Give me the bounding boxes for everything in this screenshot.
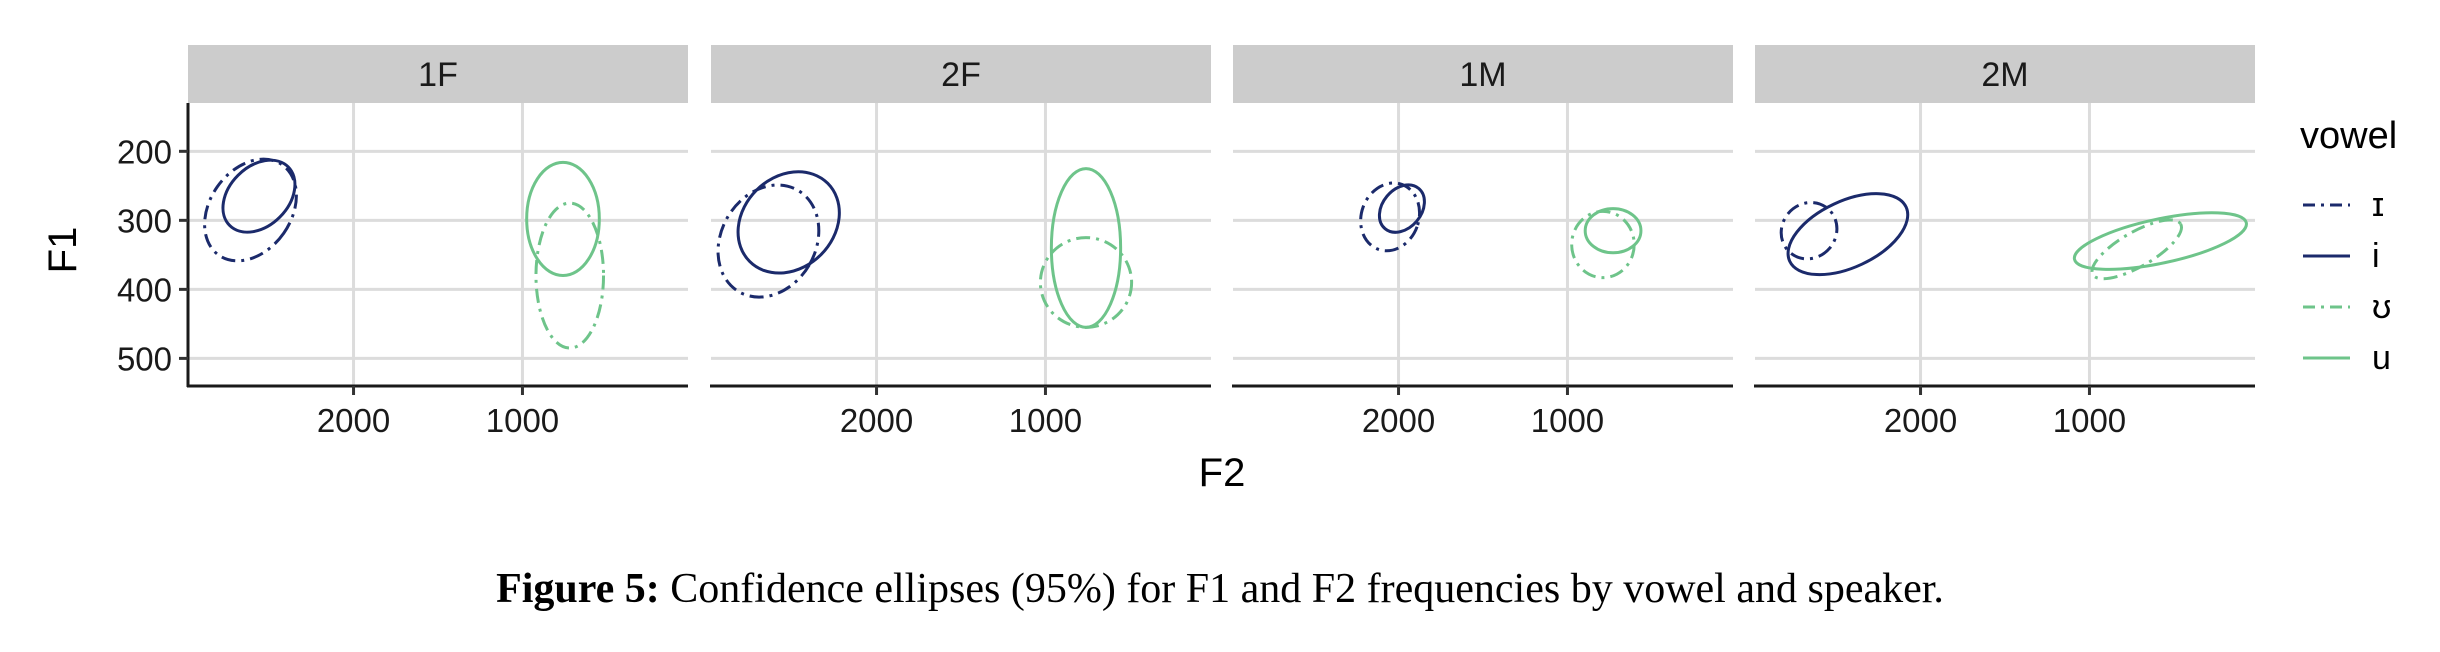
facet-panels: 1F 2000 1000 2F 2000 1000 1M 2000 1000 2M 2000 1000	[187, 45, 2255, 439]
plot-area	[711, 103, 1211, 386]
y-tick-label: 500	[117, 340, 172, 377]
legend-label: i	[2372, 237, 2380, 275]
legend-label: u	[2372, 339, 2391, 377]
x-tick-label: 1000	[2053, 402, 2126, 439]
legend-label: ʊ	[2372, 288, 2391, 326]
plot-area	[1233, 103, 1733, 386]
facet-panel-2m: 2M 2000 1000	[1754, 45, 2255, 439]
ellipse-1f-lax-u	[534, 201, 606, 350]
legend-item: u	[2303, 339, 2391, 377]
y-tick-label: 300	[117, 202, 172, 239]
figure-caption: Figure 5: Confidence ellipses (95%) for …	[0, 565, 2440, 613]
legend-item: ɪ	[2303, 186, 2384, 224]
ellipse-2m-u	[2072, 211, 2248, 271]
y-axis: 200 300 400 500	[117, 103, 190, 387]
x-tick-label: 2000	[840, 402, 913, 439]
plot-area	[1755, 103, 2255, 386]
x-tick-label: 2000	[1884, 402, 1957, 439]
ellipse-layer	[203, 157, 606, 350]
y-tick-label: 400	[117, 271, 172, 308]
vowel-ellipse-chart: 1F 2000 1000 2F 2000 1000 1M 2000 1000 2M 2000 1000…	[41, 45, 2397, 495]
x-tick-label: 1000	[1009, 402, 1082, 439]
legend-title: vowel	[2300, 115, 2397, 157]
ellipse-layer	[716, 167, 1134, 329]
legend-item: i	[2303, 237, 2380, 275]
facet-strip-label: 2F	[941, 56, 981, 94]
ellipse-1f-u	[525, 160, 601, 278]
ellipse-1f-i	[221, 158, 297, 234]
ellipse-1m-u	[1583, 207, 1643, 255]
ellipse-2m-i	[1786, 192, 1910, 277]
ellipse-layer	[1359, 181, 1643, 280]
plot-area	[188, 103, 688, 386]
x-tick-label: 2000	[1362, 402, 1435, 439]
caption-label: Figure 5:	[496, 566, 660, 612]
ellipse-2m-lax-i	[1779, 200, 1839, 261]
facet-strip	[188, 45, 688, 103]
facet-strip-label: 1F	[418, 56, 458, 94]
y-axis-title: F1	[41, 227, 85, 274]
facet-strip-label: 1M	[1459, 56, 1506, 94]
facet-strip	[711, 45, 1211, 103]
ellipse-2f-u	[1049, 167, 1123, 329]
legend-label: ɪ	[2372, 186, 2384, 224]
ellipse-1m-i	[1377, 183, 1426, 234]
x-axis-title: F2	[1199, 451, 1246, 495]
facet-panel-1m: 1M 2000 1000	[1232, 45, 1733, 439]
ellipse-1f-lax-i	[203, 157, 298, 263]
ellipse-2f-i	[736, 170, 841, 275]
legend-item: ʊ	[2303, 288, 2391, 326]
facet-strip	[1755, 45, 2255, 103]
caption-text: Confidence ellipses (95%) for F1 and F2 …	[659, 566, 1944, 612]
x-tick-label: 2000	[317, 402, 390, 439]
x-tick-label: 1000	[486, 402, 559, 439]
x-tick-label: 1000	[1531, 402, 1604, 439]
facet-panel-1f: 1F 2000 1000	[187, 45, 688, 439]
y-tick-label: 200	[117, 133, 172, 170]
facet-panel-2f: 2F 2000 1000	[710, 45, 1211, 439]
facet-strip-label: 2M	[1981, 56, 2028, 94]
facet-strip	[1233, 45, 1733, 103]
